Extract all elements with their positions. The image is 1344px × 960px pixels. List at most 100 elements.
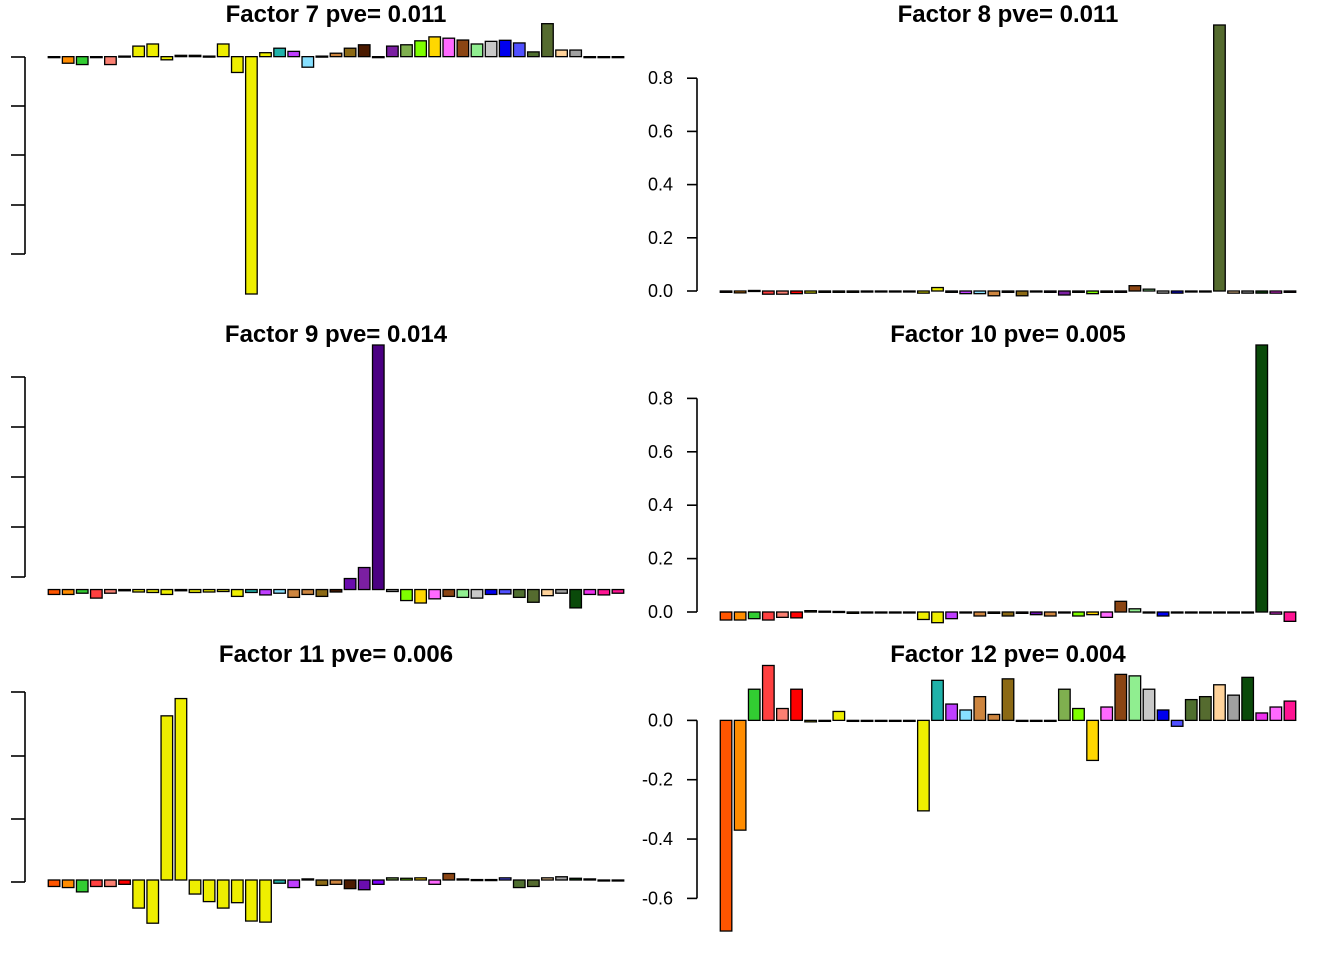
bar — [1128, 608, 1142, 613]
bar — [1255, 344, 1269, 613]
bar — [1283, 611, 1297, 623]
bar — [1142, 611, 1156, 614]
bar — [761, 664, 775, 722]
bar — [315, 55, 329, 58]
bar — [47, 879, 61, 888]
bar — [888, 290, 902, 293]
bar — [860, 719, 874, 723]
bar — [1170, 290, 1184, 294]
bar — [89, 56, 103, 59]
bar — [1015, 719, 1029, 723]
bar — [846, 611, 860, 614]
bar — [761, 290, 775, 295]
y-tick-label: -0.2 — [642, 770, 673, 790]
bar — [902, 290, 916, 293]
bar — [846, 719, 860, 723]
y-tick-label: 0.8 — [648, 388, 673, 408]
bar — [470, 878, 484, 882]
bar — [484, 588, 498, 596]
bar — [719, 611, 733, 621]
bar — [1170, 611, 1184, 614]
bar — [230, 588, 244, 598]
bar — [1001, 678, 1015, 722]
bar — [790, 688, 803, 722]
bar — [202, 879, 216, 903]
panel-title: Factor 11 pve= 0.006 — [219, 641, 453, 668]
bar — [1255, 290, 1269, 294]
bar — [329, 52, 343, 58]
bar — [973, 290, 987, 295]
bar — [456, 878, 470, 881]
bar — [456, 39, 470, 58]
bar — [512, 42, 526, 58]
bar — [902, 719, 916, 723]
bar — [315, 588, 329, 598]
bar — [1283, 290, 1297, 293]
bar — [357, 566, 371, 591]
bar — [987, 713, 1001, 722]
panel-title: Factor 7 pve= 0.011 — [226, 1, 447, 28]
bar — [216, 879, 230, 909]
bar — [790, 290, 803, 295]
bar — [104, 56, 117, 66]
bar — [526, 879, 540, 888]
bar — [1128, 285, 1142, 292]
bar — [874, 611, 888, 614]
bar — [541, 588, 554, 597]
y-tick-label: -0.4 — [642, 829, 673, 849]
bar — [442, 588, 456, 598]
bar — [846, 290, 860, 293]
bar — [400, 877, 413, 881]
bar — [259, 588, 272, 596]
y-tick-label: 0.6 — [648, 442, 673, 462]
bar — [747, 611, 761, 620]
bar — [1114, 290, 1128, 293]
bar — [526, 588, 540, 603]
bar — [832, 610, 846, 614]
bar — [400, 44, 413, 58]
bar-series — [719, 24, 1297, 297]
bar — [1086, 290, 1100, 295]
bar — [611, 56, 625, 59]
y-tick-label: 0.0 — [648, 710, 673, 730]
bar-series — [47, 697, 625, 924]
bar — [874, 290, 888, 293]
bar — [118, 588, 131, 592]
panel-factor-11: Factor 11 pve= 0.006 — [11, 641, 625, 924]
bar — [860, 290, 874, 293]
bar — [1043, 290, 1057, 293]
bar — [287, 588, 301, 599]
y-tick-label: 0.4 — [648, 495, 673, 515]
y-axis: -0.6 -0.4 -0.2 0.0 — [642, 710, 698, 908]
bar — [747, 688, 761, 722]
panel-title: Factor 9 pve= 0.014 — [225, 321, 448, 348]
bar — [188, 879, 202, 895]
bar — [597, 879, 611, 882]
bar — [719, 290, 733, 293]
bar — [583, 56, 597, 59]
bar — [1170, 719, 1184, 727]
bar — [804, 290, 818, 294]
bar — [174, 697, 188, 881]
bar — [118, 55, 131, 58]
bar-series — [47, 344, 625, 609]
bar — [931, 286, 944, 292]
bar — [931, 679, 944, 722]
bar-series — [719, 344, 1297, 624]
bar — [874, 719, 888, 723]
bar — [733, 719, 747, 831]
bar — [301, 588, 315, 596]
bar — [804, 719, 818, 723]
bar — [733, 290, 747, 294]
bar — [832, 710, 846, 722]
bar — [371, 879, 385, 885]
bar — [428, 588, 442, 600]
bar — [414, 877, 428, 881]
bar — [442, 872, 456, 881]
y-axis: 0.0 0.2 0.4 0.6 0.8 — [648, 68, 698, 301]
bar — [1100, 290, 1114, 293]
bar — [776, 290, 789, 295]
bar-series — [719, 664, 1297, 932]
bar — [1184, 611, 1198, 614]
